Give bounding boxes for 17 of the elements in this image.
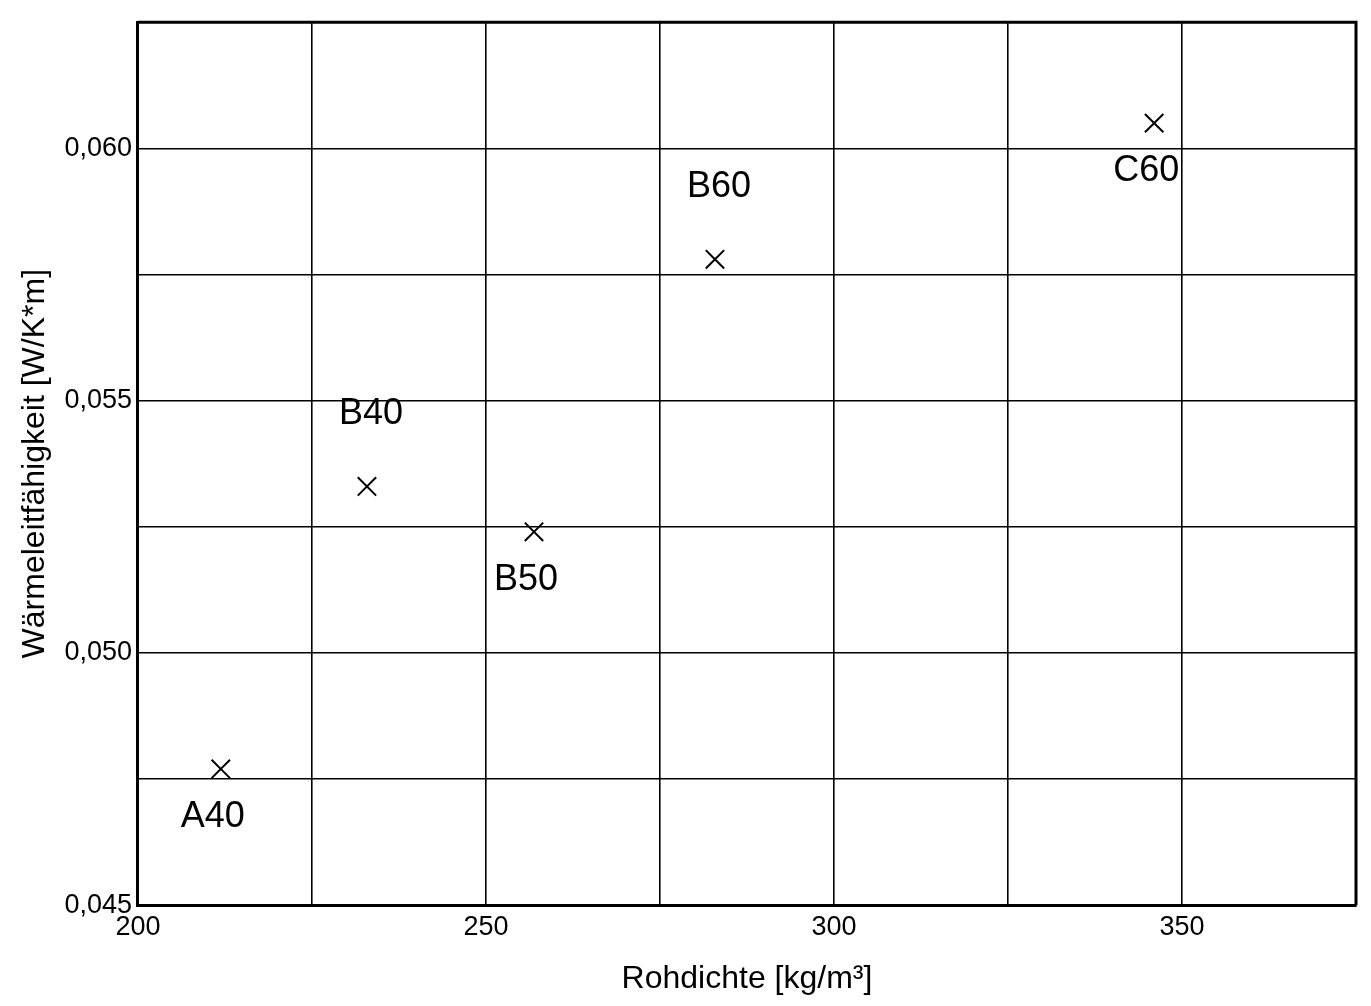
y-tick-label: 0,050 [64, 636, 132, 667]
annotation: B60 [686, 164, 751, 206]
x-axis-title: Rohdichte [kg/m³] [621, 958, 873, 995]
point [210, 758, 231, 780]
y-tick-label: 0,055 [64, 384, 132, 415]
point [356, 476, 378, 497]
x-tick-label: 250 [463, 910, 509, 941]
annotation: B50 [493, 556, 559, 598]
annotation: C60 [1113, 148, 1180, 190]
y-tick-label: 0,060 [64, 131, 132, 162]
point [523, 521, 545, 543]
x-tick-label: 350 [1159, 910, 1205, 941]
annotation: A40 [180, 793, 245, 835]
y-axis-title: Wärmeleitfähigkeit [W/K*m] [15, 268, 52, 659]
x-tick-label: 300 [811, 910, 857, 941]
point [704, 249, 726, 270]
point [1143, 112, 1165, 134]
